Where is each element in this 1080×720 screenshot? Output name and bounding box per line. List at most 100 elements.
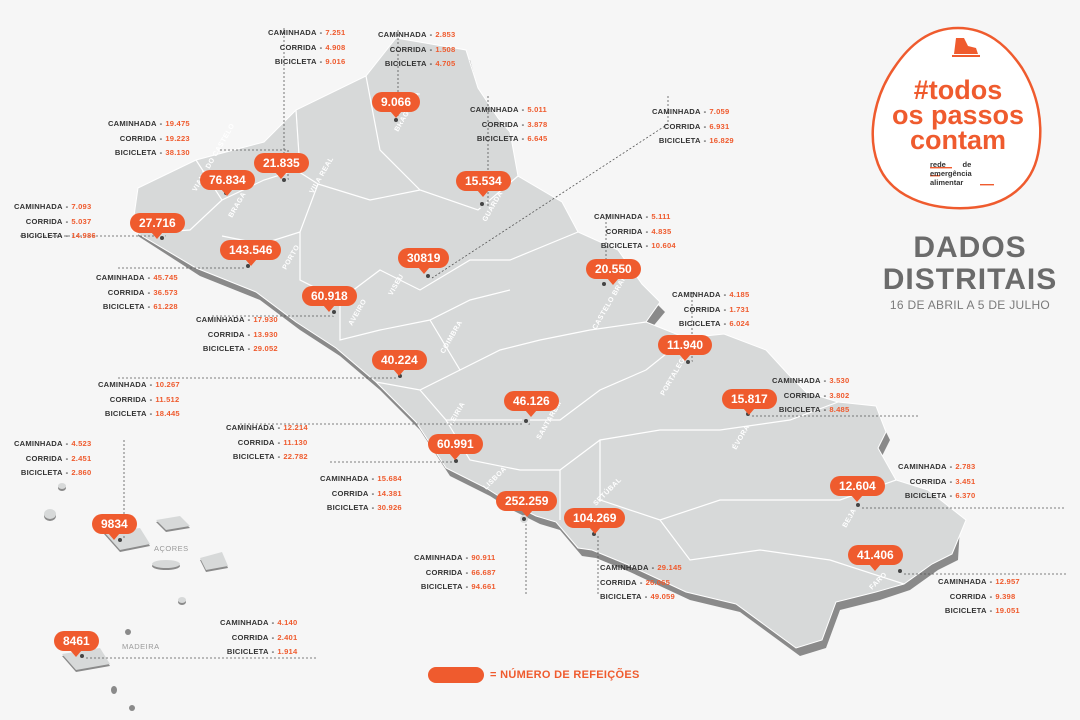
stat-row-walk: CAMINHADA -4.185 bbox=[672, 288, 763, 303]
stat-row-run: CORRIDA -11.512 bbox=[98, 393, 189, 408]
island-label-azores: AÇORES bbox=[154, 544, 189, 553]
stat-value-run: 36.573 bbox=[153, 287, 178, 297]
logo-hashtag: #todos os passos contam bbox=[870, 75, 1046, 154]
stat-label-bike: BICICLETA bbox=[202, 344, 245, 353]
district-meals-badge-viseu[interactable]: 30819 bbox=[398, 248, 450, 274]
stat-sep: - bbox=[149, 394, 153, 404]
stat-value-walk: 4.140 bbox=[277, 618, 298, 627]
stat-row-walk: CAMINHADA -90.911 bbox=[414, 551, 505, 566]
stat-value-bike: 6.024 bbox=[729, 319, 750, 328]
stat-value-bike: 18.445 bbox=[155, 409, 180, 418]
district-meals-badge-beja[interactable]: 12.604 bbox=[830, 476, 885, 502]
logo-hashtag-line1: #todos bbox=[913, 75, 1003, 105]
stat-row-bike: BICICLETA -38.130 bbox=[108, 146, 199, 161]
district-meals-badge-acores[interactable]: 9834 bbox=[92, 514, 137, 540]
district-meals-badge-evora[interactable]: 15.817 bbox=[722, 389, 777, 415]
title-block: DADOS DISTRITAIS 16 DE ABRIL A 5 DE JULH… bbox=[880, 232, 1060, 313]
stat-label-walk: CAMINHADA bbox=[898, 462, 947, 471]
district-meals-badge-portalegre[interactable]: 11.940 bbox=[658, 335, 713, 361]
stat-label-run: CORRIDA bbox=[683, 304, 721, 314]
page-title-line2: DISTRITAIS bbox=[882, 263, 1058, 296]
stat-value-run: 14.381 bbox=[377, 488, 402, 498]
stat-value-bike: 61.228 bbox=[153, 302, 178, 311]
stat-label-run: CORRIDA bbox=[109, 394, 147, 404]
district-pin-faro[interactable] bbox=[896, 567, 904, 575]
stat-sep: - bbox=[319, 42, 323, 52]
district-stats-aveiro: CAMINHADA -17.930 CORRIDA -13.930 BICICLETA -… bbox=[196, 313, 287, 357]
stat-label-run: CORRIDA bbox=[605, 226, 643, 236]
stat-row-walk: CAMINHADA -10.267 bbox=[98, 378, 189, 393]
stat-row-run: CORRIDA -5.037 bbox=[14, 215, 105, 230]
stat-value-bike: 6.370 bbox=[955, 491, 976, 500]
stat-label-walk: CAMINHADA bbox=[14, 202, 63, 211]
district-pin-beja[interactable] bbox=[854, 501, 862, 509]
stat-row-walk: CAMINHADA -3.530 bbox=[772, 374, 863, 389]
district-meals-badge-braga[interactable]: 76.834 bbox=[200, 170, 255, 196]
stat-row-walk: CAMINHADA -12.214 bbox=[226, 421, 317, 436]
district-pin-castelobranco[interactable] bbox=[600, 280, 608, 288]
stat-row-walk: CAMINHADA -2.783 bbox=[898, 460, 989, 475]
stat-label-bike: BICICLETA bbox=[102, 302, 145, 311]
stat-row-run: CORRIDA -13.930 bbox=[196, 328, 287, 343]
district-pin-santarem[interactable] bbox=[522, 417, 530, 425]
stat-value-run: 9.398 bbox=[995, 591, 1016, 601]
stat-value-bike: 19.051 bbox=[995, 606, 1020, 615]
stat-row-bike: BICICLETA -18.445 bbox=[98, 407, 189, 422]
stat-label-run: CORRIDA bbox=[279, 42, 317, 52]
stat-sep: - bbox=[645, 241, 649, 250]
stat-row-run: CORRIDA -36.573 bbox=[96, 286, 187, 301]
district-meals-badge-guarda[interactable]: 15.534 bbox=[456, 171, 511, 197]
stat-label-bike: BICICLETA bbox=[20, 231, 63, 240]
district-meals-badge-viana[interactable]: 27.716 bbox=[130, 213, 185, 239]
district-meals-badge-madeira[interactable]: 8461 bbox=[54, 631, 99, 657]
stat-sep: - bbox=[989, 577, 993, 586]
stat-label-walk: CAMINHADA bbox=[672, 290, 721, 299]
stat-label-walk: CAMINHADA bbox=[378, 30, 427, 39]
stat-value-walk: 4.523 bbox=[71, 439, 92, 448]
district-meals-badge-santarem[interactable]: 46.126 bbox=[504, 391, 559, 417]
stat-sep: - bbox=[429, 30, 433, 39]
stat-sep: - bbox=[159, 119, 163, 128]
logo-sub-de: de bbox=[962, 160, 972, 169]
stat-row-bike: BICICLETA -94.661 bbox=[414, 580, 505, 595]
stat-label-run: CORRIDA bbox=[481, 119, 519, 129]
district-meals-badge-castelobranco[interactable]: 20.550 bbox=[586, 259, 641, 285]
logo-badge bbox=[871, 26, 1042, 210]
stat-value-run: 13.930 bbox=[253, 329, 278, 339]
district-stats-santarem: CAMINHADA -12.214 CORRIDA -11.130 BICICLETA -… bbox=[226, 421, 317, 465]
stat-row-run: CORRIDA -2.451 bbox=[14, 452, 105, 467]
district-meals-badge-coimbra[interactable]: 40.224 bbox=[372, 350, 427, 376]
stat-row-run: CORRIDA -26.065 bbox=[600, 576, 691, 591]
stat-row-run: CORRIDA -19.223 bbox=[108, 132, 199, 147]
district-meals-badge-leiria[interactable]: 60.991 bbox=[428, 434, 483, 460]
logo-underline-2 bbox=[930, 175, 940, 177]
stat-sep: - bbox=[949, 491, 953, 500]
stat-sep: - bbox=[989, 606, 993, 615]
stat-value-run: 2.401 bbox=[277, 632, 298, 642]
stat-row-walk: CAMINHADA -2.853 bbox=[378, 28, 469, 43]
stat-sep: - bbox=[271, 632, 275, 642]
district-meals-badge-faro[interactable]: 41.406 bbox=[848, 545, 903, 571]
stat-value-walk: 29.145 bbox=[657, 563, 682, 572]
stat-label-bike: BICICLETA bbox=[944, 606, 987, 615]
stat-row-bike: BICICLETA -1.914 bbox=[220, 645, 311, 660]
stat-label-walk: CAMINHADA bbox=[470, 105, 519, 114]
logo-subtitle: rede de emergência alimentar bbox=[930, 160, 972, 187]
stat-sep: - bbox=[371, 503, 375, 512]
district-stats-guarda: CAMINHADA -5.011 CORRIDA -3.878 BICICLETA -6.… bbox=[470, 103, 561, 147]
district-meals-badge-vilareal[interactable]: 21.835 bbox=[254, 153, 309, 179]
stat-row-run: CORRIDA -3.878 bbox=[470, 118, 561, 133]
district-pin-guarda[interactable] bbox=[478, 200, 486, 208]
district-meals-badge-lisboa[interactable]: 252.259 bbox=[496, 491, 558, 517]
stat-row-walk: CAMINHADA -45.745 bbox=[96, 271, 187, 286]
district-meals-badge-aveiro[interactable]: 60.918 bbox=[302, 286, 357, 312]
stat-label-walk: CAMINHADA bbox=[320, 474, 369, 483]
stat-label-run: CORRIDA bbox=[663, 121, 701, 131]
stat-value-bike: 22.782 bbox=[283, 452, 308, 461]
stat-value-bike: 94.661 bbox=[471, 582, 496, 591]
stat-label-walk: CAMINHADA bbox=[600, 563, 649, 572]
district-meals-badge-setubal[interactable]: 104.269 bbox=[564, 508, 626, 534]
stat-sep: - bbox=[371, 488, 375, 498]
district-meals-badge-porto[interactable]: 143.546 bbox=[220, 240, 282, 266]
district-meals-badge-braganca[interactable]: 9.066 bbox=[372, 92, 421, 118]
